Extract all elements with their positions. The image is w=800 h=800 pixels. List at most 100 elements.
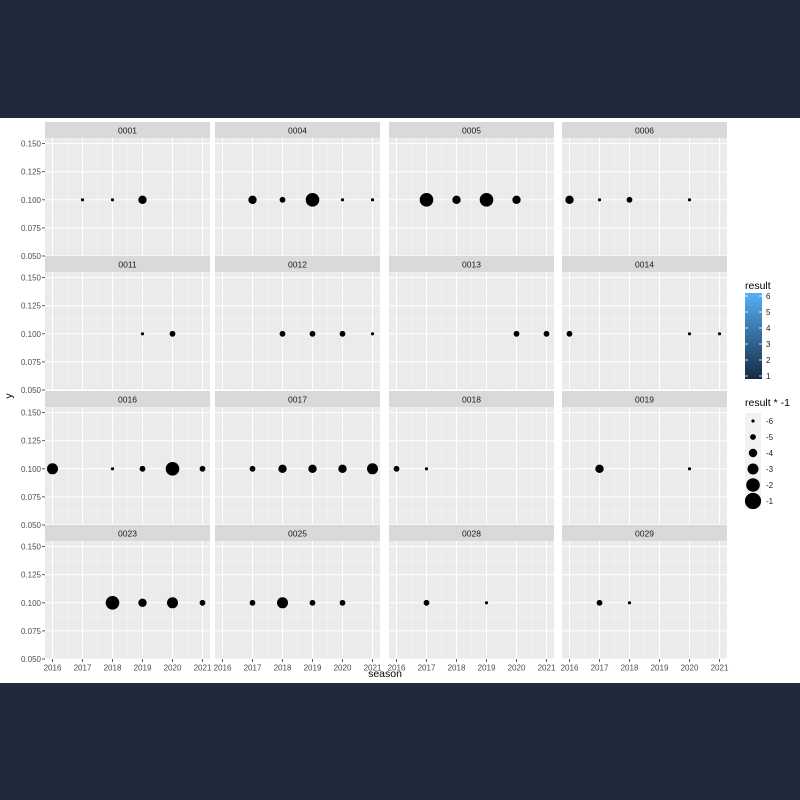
y-tick-label: 0.050 <box>21 655 42 664</box>
facet-strip-label: 0023 <box>118 529 137 539</box>
data-point <box>110 467 115 471</box>
data-point <box>370 332 375 336</box>
data-point <box>278 464 287 474</box>
x-tick-label: 2016 <box>214 664 232 673</box>
data-point <box>565 195 574 205</box>
data-point <box>139 465 146 472</box>
facet-panel: 0014 <box>562 256 727 391</box>
y-tick-label: 0.075 <box>21 627 42 636</box>
data-point <box>248 195 257 205</box>
facet-panels: 0001 0004 0005 0006 0011 0012 0013 0014 0016 0017… <box>45 122 727 660</box>
y-tick-label: 0.050 <box>21 521 42 530</box>
data-point <box>110 198 115 202</box>
data-point <box>687 198 692 202</box>
data-point <box>370 198 375 202</box>
x-tick-label: 2016 <box>561 664 579 673</box>
data-point <box>199 599 206 606</box>
data-point <box>717 332 722 336</box>
facet-strip <box>45 525 210 541</box>
facet-strip <box>389 391 554 407</box>
data-point <box>105 596 120 610</box>
color-legend: result 1 2 3 4 5 6 <box>745 280 771 381</box>
x-tick-label: 2021 <box>538 664 556 673</box>
data-point <box>627 601 632 605</box>
y-tick-label: 0.075 <box>21 358 42 367</box>
color-legend-label: 2 <box>766 356 771 365</box>
facet-strip <box>45 256 210 272</box>
x-tick-label: 2020 <box>508 664 526 673</box>
y-tick-label: 0.100 <box>21 465 42 474</box>
faceted-scatter-plot: 0001 0004 0005 0006 0011 0012 0013 0014 0016 0017… <box>0 118 800 683</box>
y-tick-label: 0.125 <box>21 437 42 446</box>
data-point <box>513 330 520 337</box>
size-legend-label: -5 <box>766 433 774 442</box>
data-point <box>596 599 603 606</box>
facet-panel: 0004 <box>215 122 380 257</box>
x-tick-label: 2020 <box>681 664 699 673</box>
data-point <box>543 330 550 337</box>
data-point <box>566 330 573 337</box>
x-axis-title: season <box>368 668 402 680</box>
x-tick-label: 2019 <box>134 664 152 673</box>
data-point <box>138 598 147 608</box>
data-point <box>340 198 345 202</box>
facet-strip <box>215 122 380 138</box>
y-tick-label: 0.150 <box>21 274 42 283</box>
data-point <box>687 332 692 336</box>
data-point <box>626 196 633 203</box>
data-point <box>309 330 316 337</box>
size-legend-label: -4 <box>766 449 774 458</box>
x-tick-label: 2020 <box>334 664 352 673</box>
facet-strip-label: 0013 <box>462 260 481 270</box>
facet-strip <box>215 256 380 272</box>
size-legend-label: -6 <box>766 417 774 426</box>
facet-strip-label: 0028 <box>462 529 481 539</box>
facet-panel: 0029 <box>562 525 727 660</box>
x-tick-label: 2018 <box>448 664 466 673</box>
facet-strip <box>562 391 727 407</box>
facet-panel: 0006 <box>562 122 727 257</box>
data-point <box>199 465 206 472</box>
facet-strip <box>389 256 554 272</box>
data-point <box>47 463 58 475</box>
data-point <box>309 599 316 606</box>
facet-strip-label: 0011 <box>118 260 137 270</box>
y-tick-label: 0.125 <box>21 168 42 177</box>
y-tick-label: 0.075 <box>21 224 42 233</box>
chart-svg: 0001 0004 0005 0006 0011 0012 0013 0014 0016 0017… <box>3 122 790 680</box>
facet-strip <box>562 256 727 272</box>
color-legend-label: 3 <box>766 340 771 349</box>
x-tick-label: 2017 <box>418 664 436 673</box>
size-legend: result * -1 -6 -5 -4 -3 -2 -1 <box>744 397 790 510</box>
facet-strip <box>389 122 554 138</box>
data-point <box>279 330 286 337</box>
y-tick-label: 0.150 <box>21 409 42 418</box>
facet-strip-label: 0001 <box>118 126 137 136</box>
facet-strip-label: 0014 <box>635 260 654 270</box>
data-point <box>367 463 378 475</box>
facet-strip-label: 0017 <box>288 395 307 405</box>
facet-strip-label: 0006 <box>635 126 654 136</box>
x-tick-label: 2016 <box>388 664 406 673</box>
facet-strip <box>45 391 210 407</box>
data-point <box>687 467 692 471</box>
y-axis-title: y <box>3 393 15 399</box>
x-tick-label: 2018 <box>621 664 639 673</box>
data-point <box>165 462 180 476</box>
color-legend-label: 6 <box>766 292 771 301</box>
size-legend-dot <box>751 419 755 423</box>
color-legend-bar <box>745 293 762 379</box>
data-point <box>423 599 430 606</box>
x-tick-label: 2019 <box>304 664 322 673</box>
data-point <box>249 465 256 472</box>
y-axis: 0.050 0.075 0.100 0.125 0.150 0.050 0.075 0.100… <box>21 140 45 664</box>
data-point <box>339 599 346 606</box>
facet-panel: 0028 <box>389 525 554 660</box>
color-legend-label: 5 <box>766 308 771 317</box>
x-tick-label: 2018 <box>104 664 122 673</box>
facet-panel: 0011 <box>45 256 210 391</box>
color-legend-label: 1 <box>766 372 771 381</box>
x-tick-label: 2021 <box>194 664 212 673</box>
facet-panel: 0001 <box>45 122 210 257</box>
x-tick-label: 2021 <box>364 664 382 673</box>
